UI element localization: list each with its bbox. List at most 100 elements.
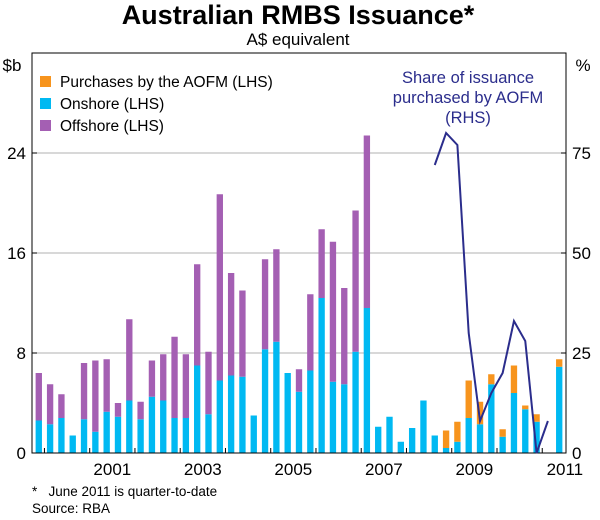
bar-purchases-2010Q2 xyxy=(510,365,518,393)
bar-purchases-2009Q2 xyxy=(465,380,472,418)
legend-label-onshore: Onshore (LHS) xyxy=(60,96,164,113)
bar-onshore-2009Q1 xyxy=(454,441,461,453)
bar-purchases-2009Q4 xyxy=(488,374,495,385)
bar-onshore-2004Q4 xyxy=(261,349,269,453)
bar-purchases-2010Q3 xyxy=(522,405,529,410)
bar-onshore-2005Q4 xyxy=(307,370,314,453)
bar-onshore-2009Q4 xyxy=(488,384,495,453)
bar-offshore-2006Q1 xyxy=(318,229,325,298)
bar-onshore-2000Q4 xyxy=(80,419,88,453)
x-tick-label: 2005 xyxy=(274,460,312,479)
footnote-source: Source: RBA xyxy=(32,501,110,516)
bar-onshore-2004Q2 xyxy=(239,376,246,453)
bar-offshore-2001Q2 xyxy=(103,359,110,412)
bar-onshore-2006Q3 xyxy=(341,384,348,453)
bar-purchases-2011Q2 xyxy=(556,359,563,367)
bar-purchases-2009Q1 xyxy=(454,421,461,442)
left-tick-label: 24 xyxy=(7,144,26,163)
right-tick-label: 0 xyxy=(572,444,581,463)
legend-swatch-purchases xyxy=(40,76,51,87)
bar-onshore-2001Q3 xyxy=(114,416,122,453)
x-tick-label: 2001 xyxy=(93,460,131,479)
annotation-line-2: purchased by AOFM xyxy=(393,89,543,107)
bar-onshore-2001Q1 xyxy=(92,431,99,453)
bar-onshore-2010Q3 xyxy=(522,409,529,453)
bar-onshore-2000Q3 xyxy=(69,435,76,453)
bar-onshore-2001Q4 xyxy=(126,400,133,453)
bar-offshore-2001Q3 xyxy=(114,403,122,417)
bar-offshore-2002Q1 xyxy=(137,401,144,420)
bar-offshore-2006Q3 xyxy=(341,288,348,385)
bar-onshore-2009Q2 xyxy=(465,418,472,453)
x-tick-label: 2007 xyxy=(365,460,403,479)
bar-onshore-2010Q2 xyxy=(510,393,518,453)
gridlines xyxy=(32,152,566,354)
bar-offshore-2005Q4 xyxy=(307,294,314,371)
bar-offshore-2006Q4 xyxy=(352,210,359,352)
right-tick-label: 50 xyxy=(572,244,591,263)
x-tick-label: 2003 xyxy=(184,460,222,479)
legend-label-offshore: Offshore (LHS) xyxy=(60,118,164,135)
bar-onshore-2008Q3 xyxy=(431,435,438,453)
bar-onshore-2001Q2 xyxy=(103,411,110,453)
x-tick-label: 2011 xyxy=(547,460,584,479)
bar-offshore-2000Q4 xyxy=(80,363,88,420)
bar-onshore-2007Q1 xyxy=(363,308,371,453)
bar-offshore-2006Q2 xyxy=(329,241,337,382)
legend-label-purchases: Purchases by the AOFM (LHS) xyxy=(60,74,273,91)
bar-purchases-2010Q4 xyxy=(533,414,540,422)
bar-onshore-2006Q4 xyxy=(352,351,359,453)
chart-title: Australian RMBS Issuance* xyxy=(122,0,475,30)
left-tick-label: 8 xyxy=(17,344,26,363)
bar-purchases-2009Q3 xyxy=(476,401,484,425)
bar-onshore-2007Q4 xyxy=(397,441,404,453)
bar-offshore-1999Q4 xyxy=(35,373,42,421)
line-annotation: Share of issuance purchased by AOFM (RHS… xyxy=(393,69,543,127)
bar-onshore-2008Q4 xyxy=(442,448,450,453)
bar-onshore-2004Q3 xyxy=(250,415,257,453)
bar-purchases-2008Q4 xyxy=(442,430,450,448)
bar-offshore-2000Q1 xyxy=(46,384,54,425)
legend-swatch-onshore xyxy=(40,98,51,109)
chart-subtitle: A$ equivalent xyxy=(246,30,349,49)
bar-offshore-2004Q1 xyxy=(227,273,235,376)
bar-offshore-2001Q4 xyxy=(126,319,133,401)
bar-onshore-2010Q1 xyxy=(499,436,506,453)
bar-offshore-2005Q3 xyxy=(295,369,303,392)
bar-onshore-2011Q2 xyxy=(556,366,563,453)
footnote-quarter-to-date: * June 2011 is quarter-to-date xyxy=(32,484,217,499)
bar-offshore-2007Q1 xyxy=(363,135,371,308)
bar-offshore-2002Q4 xyxy=(171,336,178,418)
bar-offshore-2004Q2 xyxy=(239,290,246,377)
bar-onshore-2002Q2 xyxy=(148,396,156,453)
right-tick-label: 75 xyxy=(572,144,591,163)
right-axis-unit: % xyxy=(575,56,590,75)
plot-frame xyxy=(31,52,567,454)
bar-onshore-2000Q1 xyxy=(46,424,54,453)
bar-onshore-2002Q1 xyxy=(137,419,144,453)
bar-onshore-2005Q1 xyxy=(273,341,280,453)
bar-onshore-2003Q2 xyxy=(194,365,201,453)
bar-onshore-2005Q2 xyxy=(284,373,291,453)
bar-onshore-2000Q2 xyxy=(58,418,65,453)
bar-onshore-2002Q3 xyxy=(160,400,167,453)
bar-onshore-2009Q3 xyxy=(476,424,484,453)
legend: Purchases by the AOFM (LHS) Onshore (LHS… xyxy=(40,74,273,135)
bar-offshore-2003Q4 xyxy=(216,194,223,381)
bar-onshore-2008Q2 xyxy=(420,400,427,453)
bar-onshore-2007Q2 xyxy=(375,426,382,453)
bar-offshore-2003Q3 xyxy=(205,351,212,415)
bar-offshore-2001Q1 xyxy=(92,360,99,432)
left-tick-label: 16 xyxy=(7,244,26,263)
bar-onshore-2004Q1 xyxy=(227,375,235,453)
share-line-group xyxy=(433,131,549,454)
right-tick-label: 25 xyxy=(572,344,591,363)
x-tick-label: 2009 xyxy=(455,460,493,479)
bar-onshore-2006Q2 xyxy=(329,381,337,453)
x-axis-ticks: 2001 2003 2005 2007 2009 2011 xyxy=(43,448,584,479)
bar-offshore-2002Q3 xyxy=(160,354,167,401)
bar-purchases-2010Q1 xyxy=(499,429,506,437)
bar-offshore-2004Q4 xyxy=(261,259,269,350)
right-axis-ticks: 0 25 50 75 xyxy=(561,144,591,463)
bars xyxy=(35,135,563,453)
